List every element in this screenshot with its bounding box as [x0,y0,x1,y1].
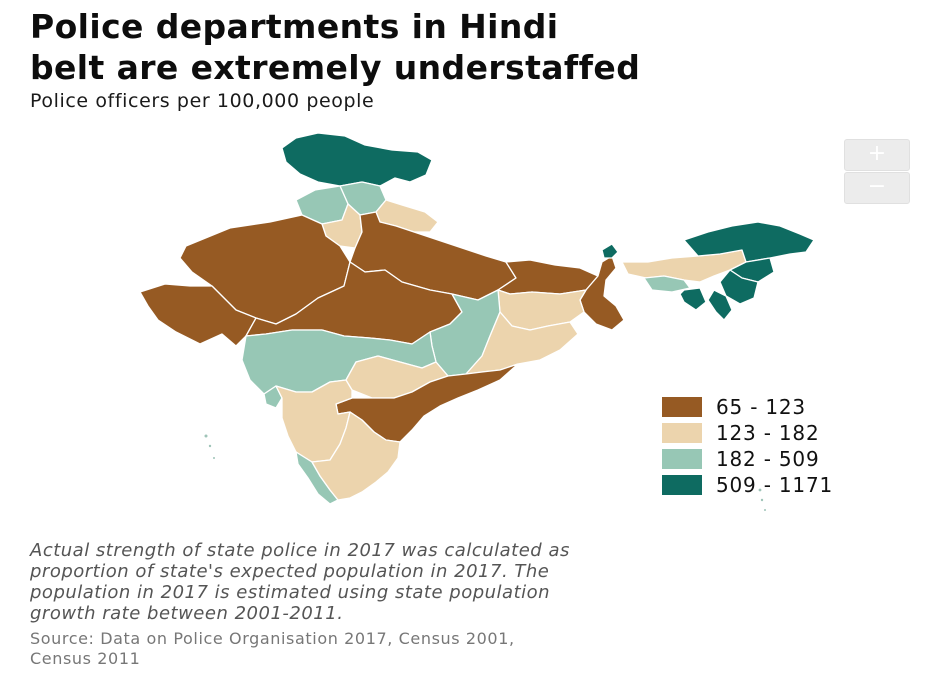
india-map-svg [139,132,815,511]
region-goa[interactable] [263,385,283,409]
legend-swatch-65-123 [662,397,702,417]
legend-item: 182 - 509 [662,446,833,472]
source-line-2: Census 2011 [30,649,141,668]
source-line-1: Source: Data on Police Organisation 2017… [30,629,515,648]
note-line-2: proportion of state's expected populatio… [30,561,550,582]
chart-source: Source: Data on Police Organisation 2017… [30,629,910,669]
legend: 65 - 123 123 - 182 182 - 509 509 - 1171 [662,394,833,498]
region-tripura[interactable] [679,287,707,311]
region-odisha[interactable] [465,311,579,375]
zoom-out-button[interactable]: − [844,172,910,204]
legend-swatch-182-509 [662,449,702,469]
legend-label: 509 - 1171 [716,473,834,497]
region-jharkhand[interactable] [497,289,587,331]
region-meghalaya[interactable] [643,275,691,293]
note-line-1: Actual strength of state police in 2017 … [30,540,570,561]
region-sikkim[interactable] [601,243,619,259]
legend-swatch-123-182 [662,423,702,443]
region-manipur[interactable] [719,269,759,305]
chart-note: Actual strength of state police in 2017 … [30,540,910,624]
legend-item: 65 - 123 [662,394,833,420]
note-line-3: population in 2017 is estimated using st… [30,582,551,603]
note-line-4: growth rate between 2001-2011. [30,603,344,624]
region-west-bengal[interactable] [579,255,625,331]
legend-label: 182 - 509 [716,447,820,471]
india-map[interactable] [0,120,940,530]
legend-swatch-509-1171 [662,475,702,495]
region-arunachal-pradesh[interactable] [683,221,815,263]
zoom-in-button[interactable]: + [844,139,910,171]
legend-item: 509 - 1171 [662,472,833,498]
legend-item: 123 - 182 [662,420,833,446]
title-line-2: belt are extremely understaffed [30,48,641,87]
region-jammu-kashmir[interactable] [281,132,433,187]
region-mizoram[interactable] [707,289,733,321]
legend-label: 65 - 123 [716,395,806,419]
region-gujarat[interactable] [139,283,257,347]
legend-label: 123 - 182 [716,421,820,445]
chart-subtitle: Police officers per 100,000 people [30,90,375,112]
region-tamil-nadu[interactable] [311,411,401,501]
title-line-1: Police departments in Hindi [30,7,559,46]
chart-title: Police departments in Hindi belt are ext… [30,6,930,88]
islands [204,434,766,511]
